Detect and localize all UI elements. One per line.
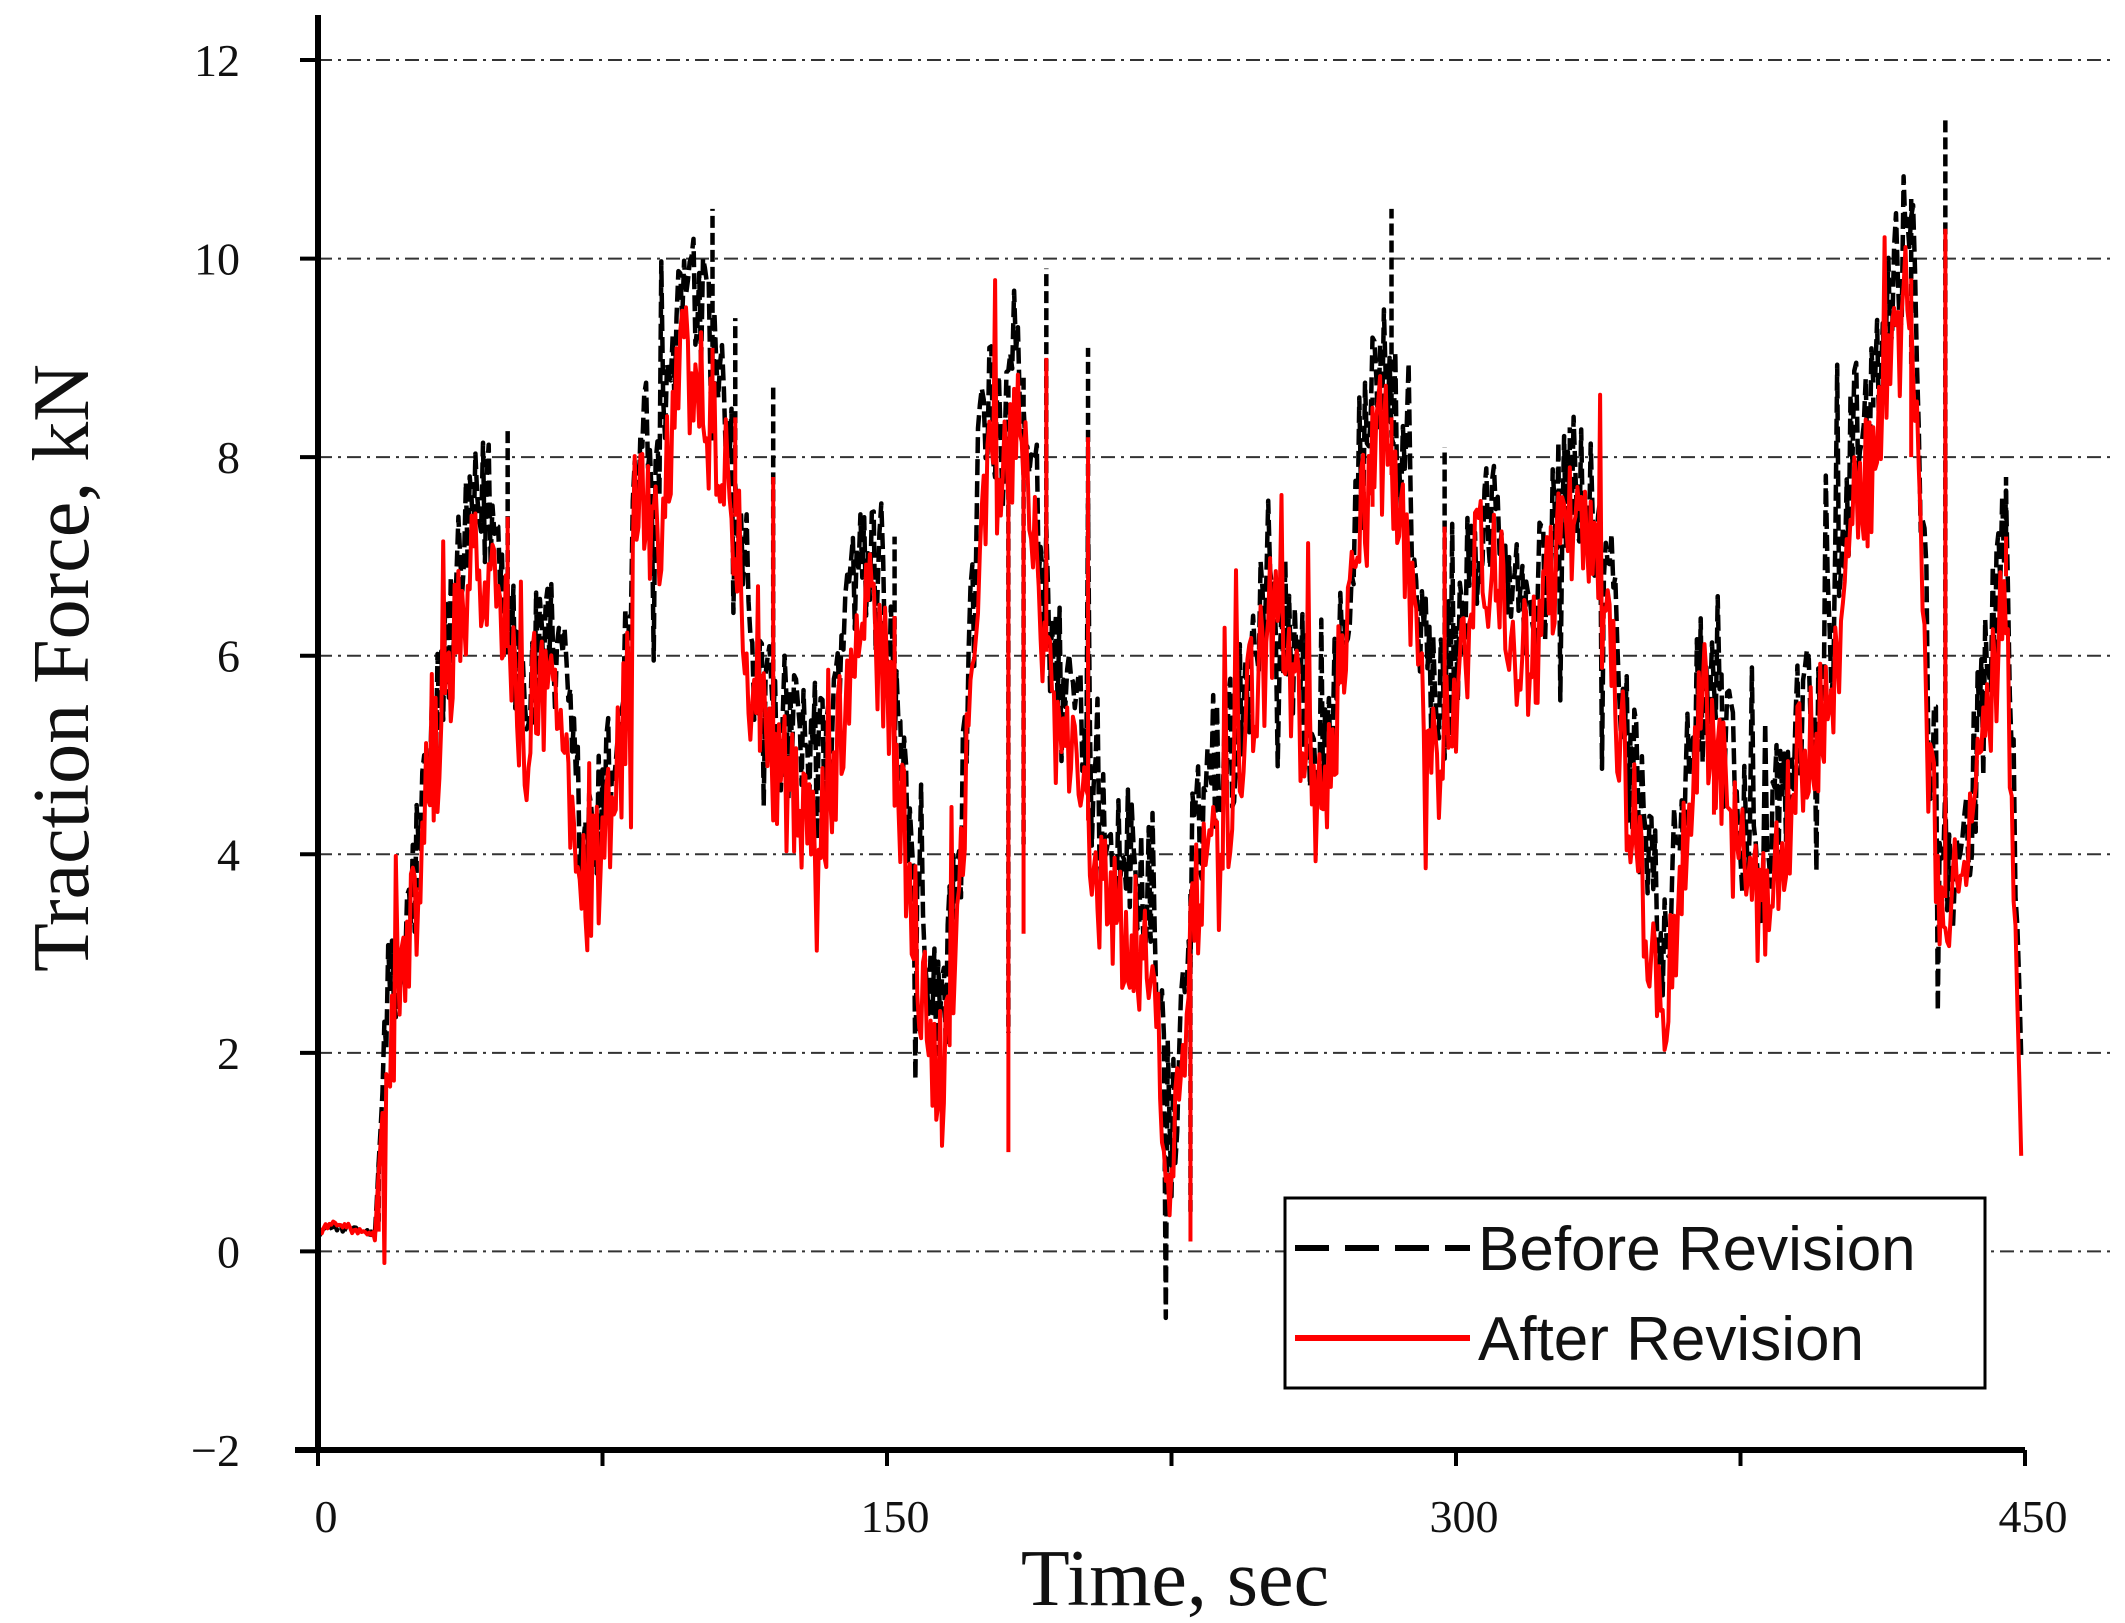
y-axis-title: Traction Force, kN [18,364,106,972]
series-line [317,174,2024,1321]
legend-box [1283,1196,1987,1390]
y-tick-label: 4 [217,829,240,880]
x-tick-label: 150 [861,1491,930,1542]
y-tick-label: 8 [217,432,240,483]
gridlines [318,59,2115,1253]
series-after-revision [316,228,2024,1265]
legend-label-after-revision: After Revision [1478,1305,1864,1374]
y-tick-label: 12 [194,35,240,86]
legend: Before Revision After Revision [1283,1196,1987,1390]
x-axis-title: Time, sec [1021,1535,1329,1623]
x-tick-label: 300 [1430,1491,1499,1542]
y-tick-label: 10 [194,234,240,285]
tick-labels: 0 150 300 450 −2 0 2 4 6 8 10 12 [191,35,2067,1542]
y-tick-label: 6 [217,631,240,682]
axes [295,15,2027,1466]
x-tick-label: 450 [1999,1491,2068,1542]
legend-label-before-revision: Before Revision [1478,1215,1916,1284]
series-before-revision [317,119,2024,1321]
y-tick-label: 2 [217,1028,240,1079]
series-line [316,235,2024,1265]
y-tick-label: 0 [217,1226,240,1277]
plot-area [316,119,2024,1321]
x-tick-label: 0 [315,1491,338,1542]
y-tick-label: −2 [191,1425,240,1476]
